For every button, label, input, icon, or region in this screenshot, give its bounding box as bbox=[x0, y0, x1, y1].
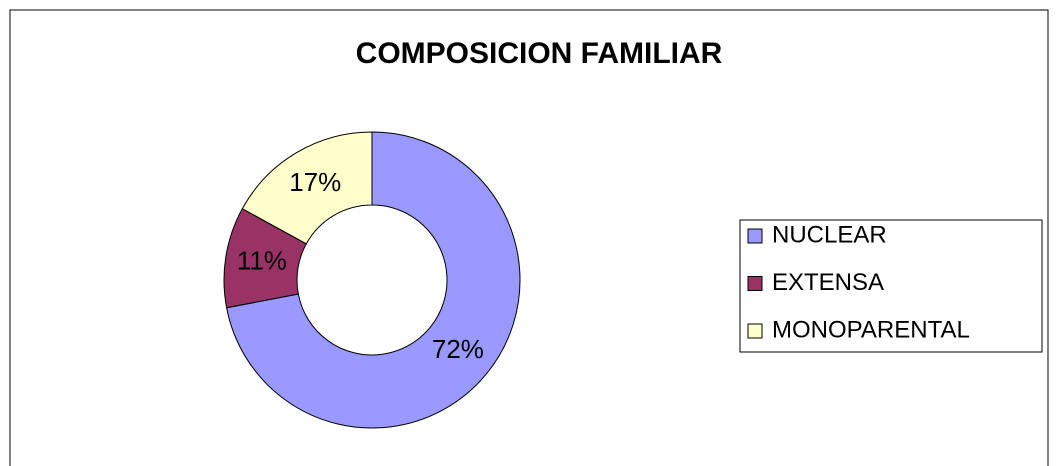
chart-title: COMPOSICION FAMILIAR bbox=[356, 37, 723, 70]
legend-swatch bbox=[747, 323, 763, 339]
legend-box bbox=[739, 219, 1043, 353]
legend-swatch bbox=[747, 228, 763, 244]
data-label: 72% bbox=[432, 334, 484, 364]
donut-slice bbox=[226, 131, 521, 429]
data-label: 17% bbox=[289, 167, 341, 197]
data-label: 11% bbox=[237, 245, 287, 275]
legend-label: NUCLEAR bbox=[772, 221, 887, 248]
legend-swatch bbox=[747, 276, 763, 291]
legend-label: MONOPARENTAL bbox=[772, 316, 970, 343]
donut-slice bbox=[241, 131, 373, 245]
legend-label: EXTENSA bbox=[772, 269, 884, 296]
